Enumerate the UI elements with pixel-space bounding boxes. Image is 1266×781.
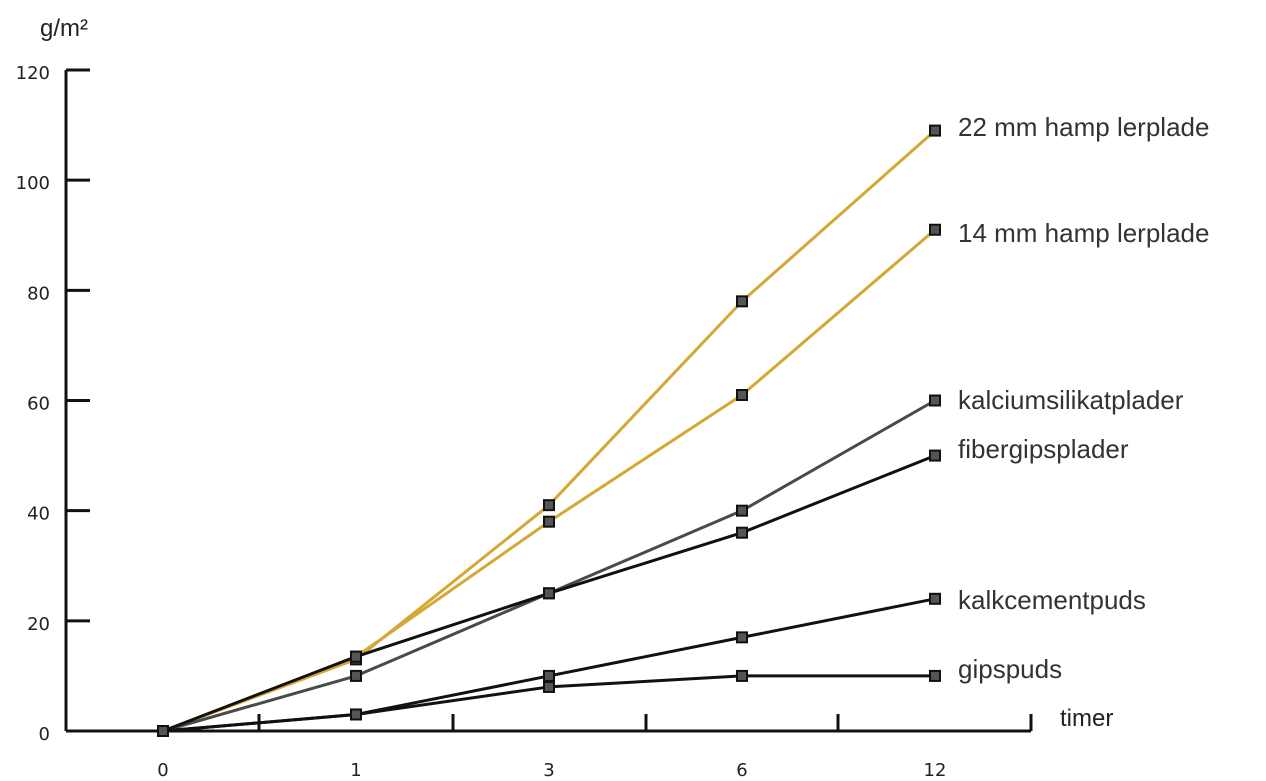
data-point-marker	[736, 669, 748, 682]
data-point-marker	[929, 669, 941, 682]
series-line	[162, 597, 936, 733]
data-point-marker	[350, 650, 362, 663]
x-tick-label: 1	[350, 760, 361, 781]
data-point-marker	[350, 669, 362, 682]
x-tick-label: 12	[924, 760, 947, 781]
series-label: fibergipsplader	[958, 434, 1129, 464]
y-tick-label: 0	[39, 724, 50, 745]
data-point-marker	[736, 295, 748, 308]
axes	[64, 70, 1031, 733]
x-tick-label: 0	[157, 760, 168, 781]
series-label: kalkcementpuds	[958, 585, 1146, 615]
data-point-marker	[929, 592, 941, 605]
y-axis-ticks: 0 20 40 60 80 100 120	[16, 63, 90, 745]
series-lines	[162, 129, 936, 733]
series-label: gipspuds	[958, 654, 1062, 684]
series-label: 22 mm hamp lerplade	[958, 112, 1209, 142]
x-axis-ticks: 0 1 3 6 12	[157, 714, 1033, 781]
data-point-marker	[929, 223, 941, 236]
data-point-marker	[929, 394, 941, 407]
data-point-marker	[157, 725, 169, 737]
data-point-marker	[736, 504, 748, 517]
data-point-marker	[736, 631, 748, 644]
y-tick-label: 20	[27, 614, 50, 635]
data-point-marker	[543, 515, 555, 528]
data-point-marker	[543, 669, 555, 682]
data-point-marker	[736, 388, 748, 401]
data-point-marker	[929, 449, 941, 462]
y-tick-label: 100	[16, 173, 50, 194]
y-tick-label: 60	[27, 394, 50, 415]
series-labels: 22 mm hamp lerplade 14 mm hamp lerplade ka…	[958, 112, 1209, 684]
data-point-marker	[543, 499, 555, 512]
x-axis-unit-label: timer	[1060, 705, 1113, 732]
series-line	[162, 129, 936, 733]
x-tick-label: 3	[543, 760, 554, 781]
y-tick-label: 120	[16, 63, 50, 84]
data-point-marker	[543, 680, 555, 693]
series-label: kalciumsilikatplader	[958, 385, 1184, 415]
series-line	[162, 228, 936, 733]
data-point-marker	[543, 587, 555, 600]
data-point-marker	[736, 526, 748, 539]
series-label: 14 mm hamp lerplade	[958, 218, 1209, 248]
data-point-marker	[350, 708, 362, 721]
data-point-marker	[929, 124, 941, 137]
y-tick-label: 40	[27, 504, 50, 525]
y-axis-unit-label: g/m²	[40, 15, 88, 42]
series-markers	[157, 124, 941, 737]
y-tick-label: 80	[27, 283, 50, 304]
x-tick-label: 6	[736, 760, 747, 781]
